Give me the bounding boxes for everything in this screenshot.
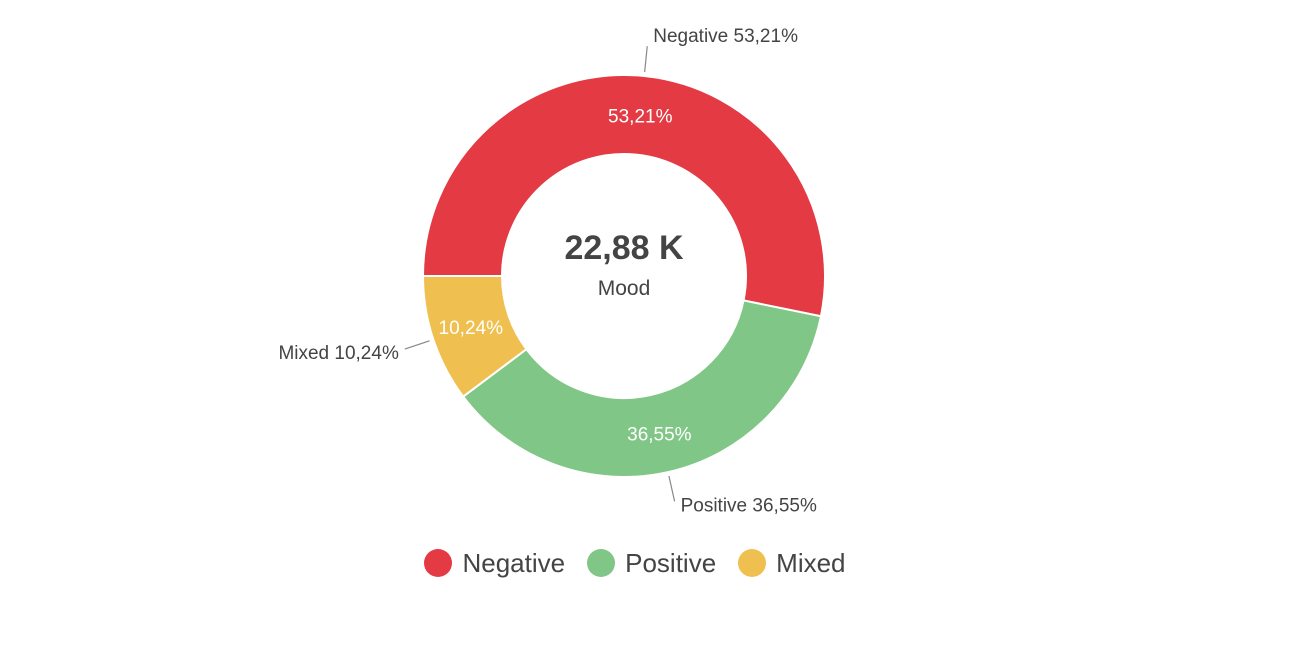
legend-item-positive[interactable]: Positive — [587, 548, 716, 579]
slice-positive[interactable] — [461, 299, 823, 478]
slice-label-mixed: 10,24% — [439, 318, 504, 339]
legend-item-negative[interactable]: Negative — [424, 548, 565, 579]
slice-label-positive: 36,55% — [627, 425, 692, 446]
center-label: Mood — [598, 277, 651, 300]
legend-label: Mixed — [776, 547, 846, 578]
legend-dot-icon — [738, 549, 767, 577]
callout-label-mixed: Mixed 10,24% — [278, 343, 399, 364]
slice-mixed[interactable] — [421, 275, 528, 398]
center-value: 22,88 K — [564, 229, 684, 267]
callout-label-positive: Positive 36,55% — [681, 495, 817, 516]
legend-dot-icon — [587, 549, 616, 577]
callout-line-mixed — [404, 340, 430, 350]
donut-slices — [421, 74, 826, 478]
legend: Negative Positive Mixed — [0, 540, 1270, 586]
slice-label-negative: 53,21% — [608, 106, 673, 127]
callout-label-negative: Negative 53,21% — [653, 26, 798, 47]
callout-line-positive — [668, 475, 676, 502]
legend-item-mixed[interactable]: Mixed — [738, 547, 846, 579]
legend-label: Positive — [625, 547, 717, 578]
callout-line-negative — [644, 46, 648, 73]
slice-labels: 53,21% 36,55% 10,24% — [439, 106, 692, 445]
slice-negative[interactable] — [421, 74, 826, 318]
legend-dot-icon — [424, 549, 453, 577]
legend-label: Negative — [462, 547, 566, 578]
callouts: Negative 53,21% Positive 36,55% Mixed 10,2… — [278, 26, 817, 516]
